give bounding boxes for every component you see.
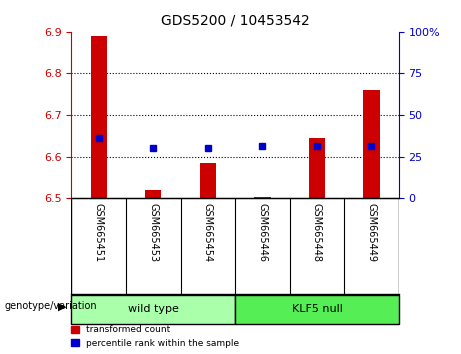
- Text: genotype/variation: genotype/variation: [5, 301, 97, 311]
- Bar: [145, 190, 161, 198]
- Text: GSM665449: GSM665449: [366, 203, 377, 262]
- Bar: [309, 138, 325, 198]
- Legend: transformed count, percentile rank within the sample: transformed count, percentile rank withi…: [71, 325, 239, 348]
- Text: GSM665446: GSM665446: [257, 203, 267, 262]
- Title: GDS5200 / 10453542: GDS5200 / 10453542: [161, 14, 309, 28]
- Bar: [90, 36, 107, 198]
- Bar: [254, 197, 271, 198]
- Bar: [200, 163, 216, 198]
- Text: GSM665448: GSM665448: [312, 203, 322, 262]
- Bar: [363, 90, 380, 198]
- Text: KLF5 null: KLF5 null: [291, 304, 343, 314]
- Text: GSM665451: GSM665451: [94, 203, 104, 262]
- Text: GSM665454: GSM665454: [203, 203, 213, 262]
- FancyBboxPatch shape: [71, 295, 235, 324]
- Text: GSM665453: GSM665453: [148, 203, 158, 262]
- Text: wild type: wild type: [128, 304, 179, 314]
- FancyBboxPatch shape: [235, 295, 399, 324]
- Text: ▶: ▶: [58, 301, 66, 311]
